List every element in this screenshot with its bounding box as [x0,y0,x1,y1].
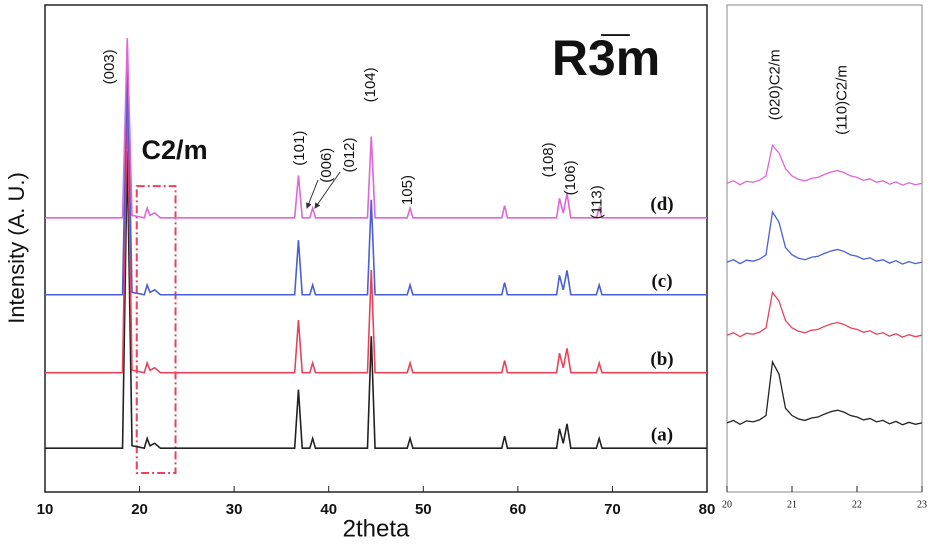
x-tick-label: 50 [415,501,432,518]
series-name: (a) [651,425,673,446]
x-tick-label: 70 [604,501,621,518]
series-line [45,151,707,450]
series-line [726,210,923,265]
x-tick-label: 10 [37,501,54,518]
x-tick-label: 20 [131,501,148,518]
arrow [306,179,319,209]
x-tick-label: 22 [852,499,862,510]
highlight-box [135,185,177,475]
x-axis-title: 2theta [343,515,410,542]
x-tick-label: 23 [917,499,927,510]
series-line [45,63,707,296]
peak-label: (101) [291,131,308,166]
series-name: (c) [651,271,672,292]
x-tick-label: 30 [226,501,243,518]
arrow [314,171,341,209]
plot-frame [44,4,708,493]
plot-frame [726,4,923,493]
series-line [726,143,923,186]
series-line [45,38,707,219]
series-line [726,359,923,426]
annotation: C2/m [142,135,208,165]
x-tick-label: 20 [722,499,732,510]
x-tick-label: 21 [787,499,797,510]
peak-label: (020)C2/m [767,49,784,120]
x-tick-label: 40 [320,501,337,518]
series-line [45,102,707,374]
peak-label: (003) [101,49,118,84]
x-tick-label: 80 [699,501,716,518]
peak-label: (110)C2/m [834,65,851,135]
peak-label: (106) [562,160,579,195]
peak-label: (104) [362,67,379,102]
y-axis-title: Intensity (A. U.) [4,172,29,324]
series-line [726,290,923,338]
peak-label: (012) [341,137,358,172]
series-name: (b) [650,349,673,370]
series-name: (d) [650,194,673,215]
peak-label: (108) [540,142,557,177]
x-tick-label: 60 [510,501,527,518]
peak-label: 105) [399,175,416,205]
peak-label: (113) [588,185,605,219]
peak-label: (006) [318,148,335,183]
chart-title: R3̅m [552,30,660,86]
